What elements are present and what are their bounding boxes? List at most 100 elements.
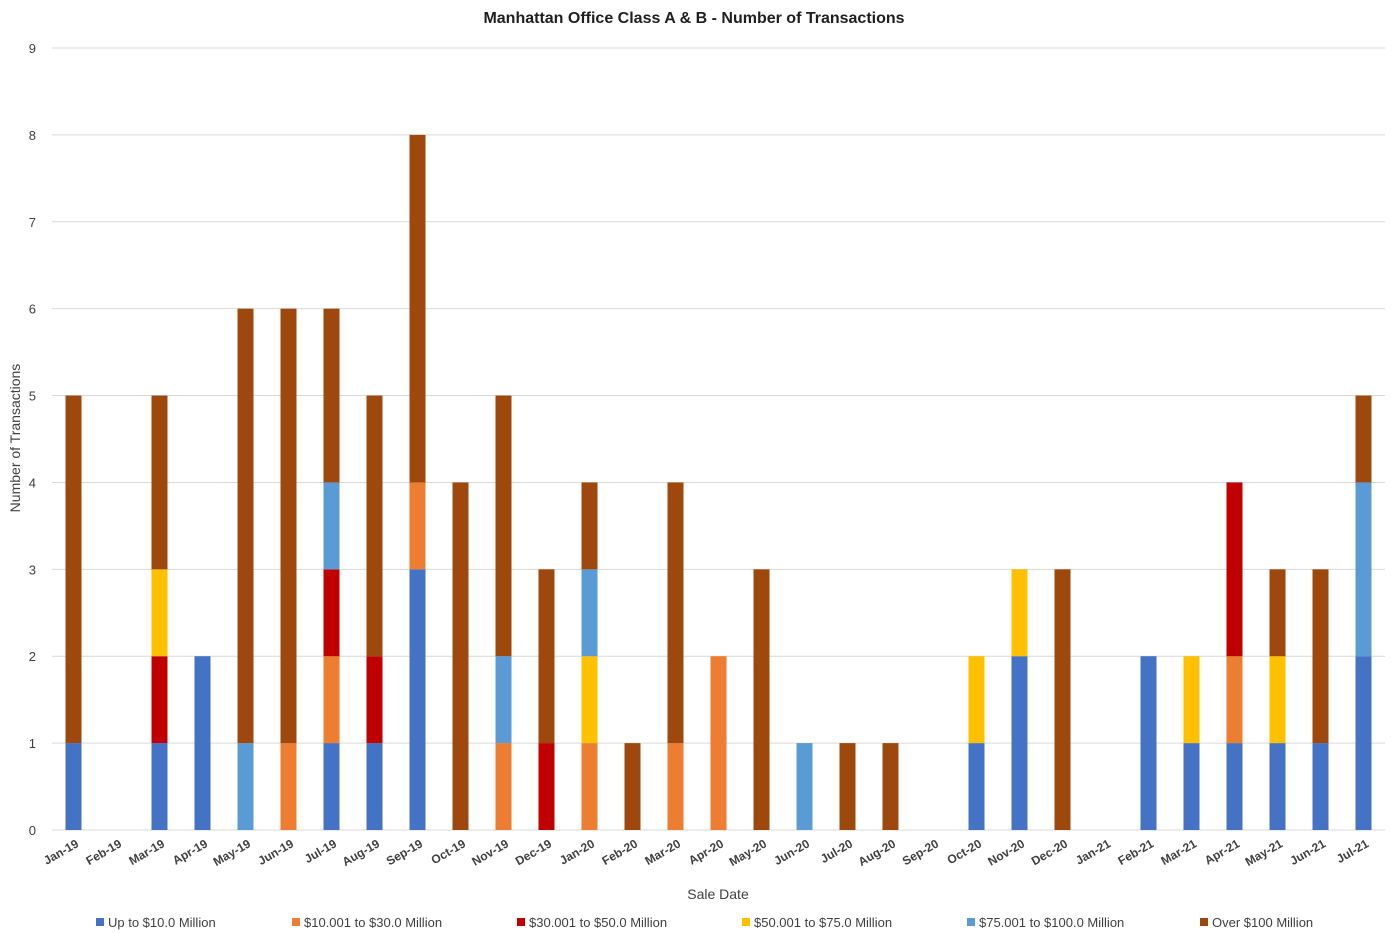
x-tick-label: Jan-20 [557, 836, 597, 867]
bar-segment [280, 308, 297, 744]
legend-swatch [517, 918, 525, 926]
bar-segment [796, 743, 813, 830]
bar-segment [1312, 743, 1329, 830]
bar-segment [1312, 569, 1329, 744]
bar-segment [1140, 656, 1157, 830]
legend-label: $50.001 to $75.0 Million [754, 915, 892, 930]
bar-segment [409, 134, 426, 483]
x-tick-label: Jan-19 [41, 836, 81, 867]
bar-segment [581, 743, 598, 830]
bar-segment [968, 656, 985, 744]
x-tick-label: Jan-21 [1073, 836, 1113, 867]
bar-segment [753, 569, 770, 830]
legend-label: Up to $10.0 Million [108, 915, 216, 930]
x-tick-label: Jul-21 [1334, 836, 1371, 866]
x-tick-label: Dec-20 [1029, 836, 1070, 868]
x-tick-label: Apr-21 [1202, 836, 1242, 867]
x-tick-label: Mar-19 [126, 836, 167, 868]
x-tick-label: Dec-19 [513, 836, 554, 868]
bar-segment [839, 743, 856, 830]
bar-segment [495, 743, 512, 830]
y-axis-label: Number of Transactions [7, 364, 23, 513]
x-tick-label: Nov-19 [469, 836, 511, 868]
y-axis-ticks: 0 1 2 3 4 5 6 7 8 9 [29, 41, 36, 838]
bar-segment [323, 656, 340, 744]
bar-segment [1226, 743, 1243, 830]
x-tick-label: Jul-19 [302, 836, 339, 866]
bar-segment [237, 308, 254, 744]
bar-segment [65, 395, 82, 744]
bar-segment [409, 569, 426, 830]
x-tick-label: Aug-19 [340, 836, 383, 869]
x-tick-label: Aug-20 [856, 836, 899, 869]
bars [65, 134, 1372, 830]
bar-segment [581, 569, 598, 657]
bar-segment [151, 656, 168, 744]
bar-segment [194, 656, 211, 830]
bar-segment [366, 743, 383, 830]
y-tick-label: 7 [29, 215, 36, 230]
bar-segment [968, 743, 985, 830]
x-tick-label: Feb-19 [83, 836, 124, 868]
y-tick-label: 0 [29, 823, 36, 838]
bar-segment [667, 482, 684, 744]
bar-segment [1226, 656, 1243, 744]
x-tick-label: Sep-19 [384, 836, 425, 868]
legend-label: $30.001 to $50.0 Million [529, 915, 667, 930]
bar-segment [538, 569, 555, 744]
bar-segment [366, 656, 383, 744]
bar-segment [323, 743, 340, 830]
bar-segment [1269, 569, 1286, 657]
bar-segment [1269, 656, 1286, 744]
x-tick-label: Jun-21 [1287, 836, 1328, 868]
bar-segment [1183, 656, 1200, 744]
bar-segment [624, 743, 641, 830]
bar-segment [495, 395, 512, 657]
y-tick-label: 5 [29, 389, 36, 404]
x-tick-label: Jun-19 [255, 836, 296, 868]
chart-title: Manhattan Office Class A & B - Number of… [483, 10, 904, 27]
bar-segment [538, 743, 555, 830]
bar-segment [1011, 569, 1028, 657]
x-tick-label: Mar-21 [1158, 836, 1199, 868]
bar-segment [151, 395, 168, 570]
x-tick-label: Feb-21 [1115, 836, 1156, 868]
legend-label: $10.001 to $30.0 Million [304, 915, 442, 930]
bar-segment [237, 743, 254, 830]
bar-segment [1355, 482, 1372, 657]
y-tick-label: 3 [29, 562, 36, 577]
legend-swatch [1200, 918, 1208, 926]
legend-label: Over $100 Million [1212, 915, 1313, 930]
legend: Up to $10.0 Million $10.001 to $30.0 Mill… [96, 915, 1313, 930]
x-tick-label: Apr-20 [686, 836, 726, 867]
bar-segment [323, 308, 340, 483]
bar-segment [667, 743, 684, 830]
bar-segment [1183, 743, 1200, 830]
x-axis-label: Sale Date [687, 886, 749, 902]
x-tick-label: Oct-19 [429, 836, 469, 867]
bar-segment [710, 656, 727, 830]
bar-segment [1355, 395, 1372, 483]
y-tick-label: 9 [29, 41, 36, 56]
legend-swatch [967, 918, 975, 926]
x-tick-label: May-20 [727, 836, 770, 869]
bar-segment [495, 656, 512, 744]
bar-segment [882, 743, 899, 830]
x-tick-label: Sep-20 [900, 836, 941, 868]
bar-segment [581, 656, 598, 744]
legend-swatch [96, 918, 104, 926]
y-tick-label: 2 [29, 649, 36, 664]
legend-label: $75.001 to $100.0 Million [979, 915, 1124, 930]
gridlines [52, 47, 1385, 831]
x-tick-label: Mar-20 [642, 836, 683, 868]
x-tick-label: Feb-20 [599, 836, 640, 868]
bar-segment [366, 395, 383, 657]
bar-segment [151, 743, 168, 830]
y-tick-label: 1 [29, 736, 36, 751]
x-tick-label: Nov-20 [985, 836, 1027, 868]
x-axis-ticks: Jan-19 Feb-19 Mar-19 Apr-19 May-19 Jun-19 Jul-… [41, 836, 1371, 869]
bar-segment [65, 743, 82, 830]
bar-segment [1355, 656, 1372, 830]
x-tick-label: Apr-19 [170, 836, 210, 867]
